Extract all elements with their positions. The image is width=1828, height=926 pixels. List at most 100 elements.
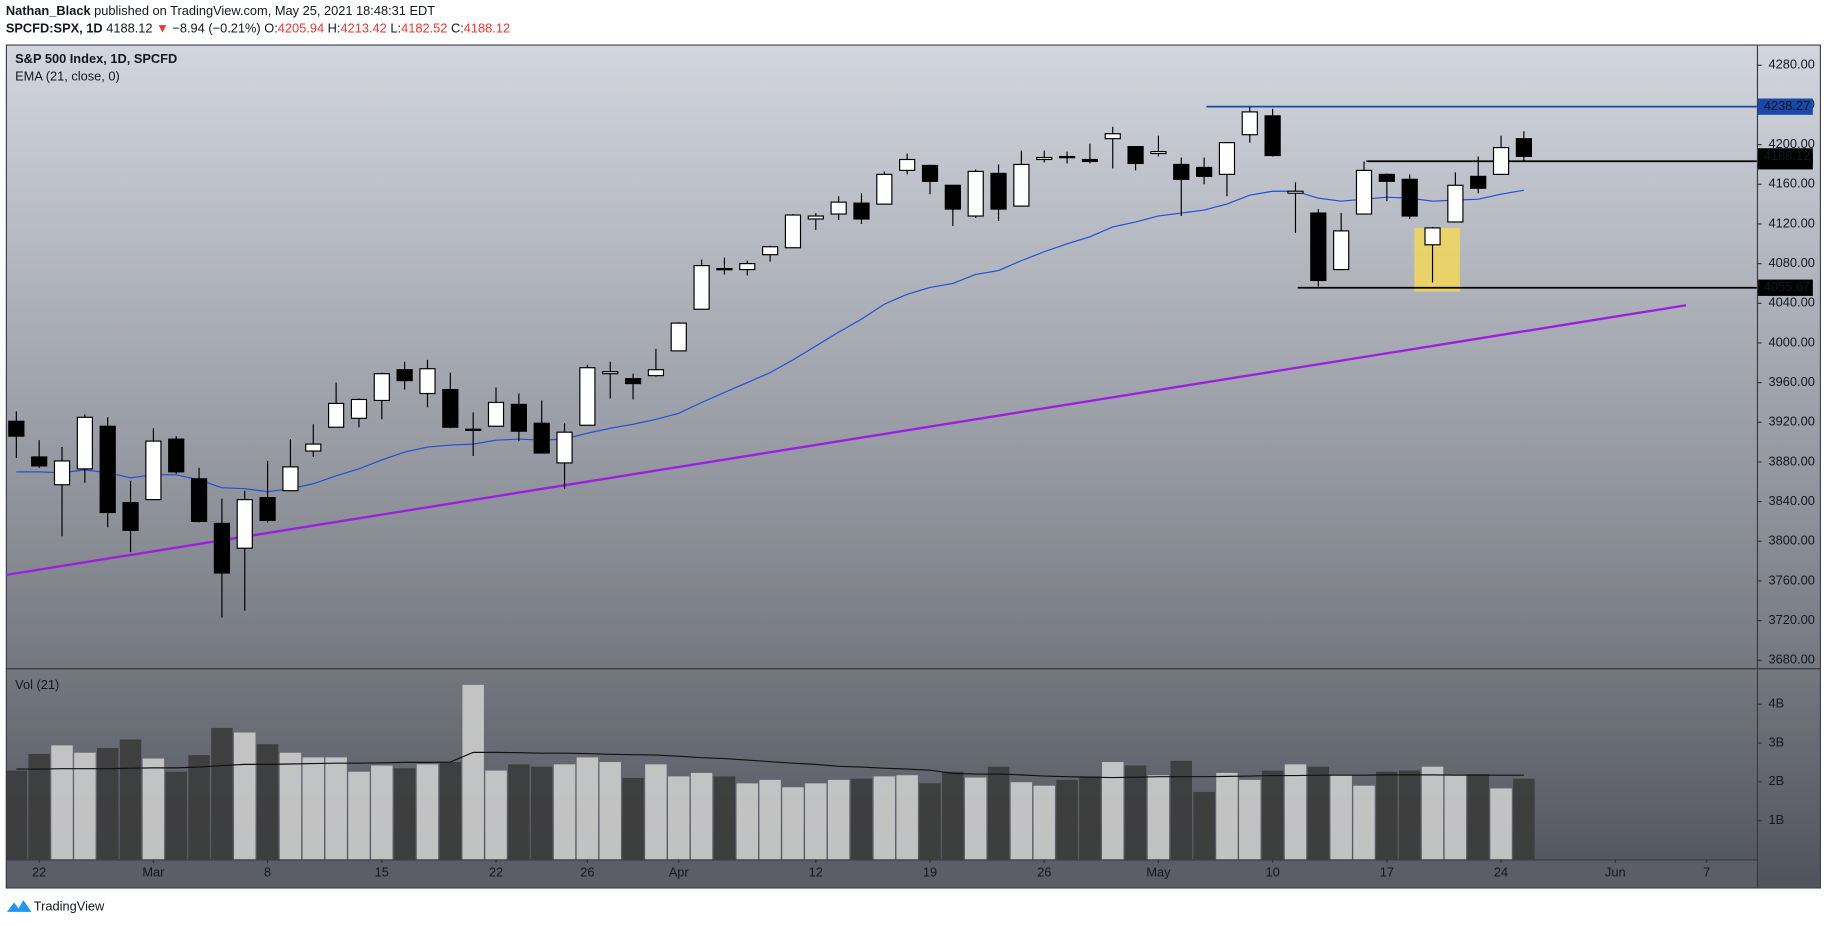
y-tick-label: 3880.00 bbox=[1769, 453, 1815, 468]
candle-body bbox=[1241, 111, 1258, 136]
candle-body bbox=[465, 428, 482, 431]
x-tick-label: Jun bbox=[1605, 865, 1626, 880]
volume-bar bbox=[325, 757, 347, 860]
o-label: O: bbox=[264, 21, 278, 36]
volume-legend: Vol (21) bbox=[15, 677, 59, 692]
y-tick-label: 4120.00 bbox=[1769, 215, 1815, 230]
volume-bar bbox=[530, 766, 553, 860]
volume-bar bbox=[942, 771, 964, 860]
x-tick-label: 24 bbox=[1494, 865, 1508, 880]
candle-body bbox=[1401, 178, 1418, 217]
l: 4182.52 bbox=[401, 21, 447, 36]
candle-body bbox=[442, 388, 459, 428]
candle-body bbox=[716, 267, 733, 271]
candle-body bbox=[739, 263, 756, 271]
volume-bar bbox=[1284, 764, 1307, 860]
candle-body bbox=[1447, 184, 1464, 223]
candle-body bbox=[967, 170, 984, 217]
x-tick-label: May bbox=[1146, 865, 1171, 880]
volume-bar bbox=[348, 771, 370, 860]
price-label-box bbox=[1758, 148, 1813, 165]
candle-body bbox=[1264, 115, 1281, 157]
volume-bar bbox=[188, 755, 210, 860]
volume-tick-label: 1B bbox=[1769, 812, 1785, 827]
y-tick-label: 3960.00 bbox=[1769, 374, 1815, 389]
trendline bbox=[5, 304, 1687, 577]
price-label: 4238.27 bbox=[1764, 98, 1810, 113]
volume-bar bbox=[165, 771, 187, 860]
candle-body bbox=[305, 443, 322, 452]
volume-bar bbox=[805, 783, 827, 860]
candle-body bbox=[190, 478, 208, 523]
published: published on TradingView.com, May 25, 20… bbox=[94, 3, 435, 18]
volume-bar bbox=[987, 766, 1010, 860]
h: 4213.42 bbox=[340, 21, 386, 36]
chart-title: S&P 500 Index, 1D, SPCFD bbox=[15, 51, 177, 66]
candle-body bbox=[1515, 138, 1533, 157]
y-tick-label: 3920.00 bbox=[1769, 414, 1815, 429]
volume-bar bbox=[1239, 779, 1261, 860]
volume-bar bbox=[736, 783, 759, 860]
y-tick-label: 3720.00 bbox=[1769, 612, 1815, 627]
volume-bar bbox=[1444, 775, 1467, 860]
candle-body bbox=[1036, 156, 1053, 161]
candle-body bbox=[853, 202, 870, 220]
time-axis bbox=[5, 860, 1757, 889]
volume-bar bbox=[827, 779, 850, 860]
volume-tick-label: 3B bbox=[1769, 734, 1785, 749]
quote-line: SPCFD:SPX, 1D 4188.12 ▼ −8.94 (−0.21%) O… bbox=[6, 21, 510, 36]
candle-body bbox=[899, 158, 916, 171]
y-tick-label: 4000.00 bbox=[1769, 334, 1815, 349]
candle-body bbox=[533, 422, 550, 454]
tradingview-logo: TradingView bbox=[6, 899, 105, 914]
chart-frame bbox=[5, 44, 1822, 889]
candle-body bbox=[602, 371, 619, 375]
y-tick-label: 4040.00 bbox=[1769, 295, 1815, 310]
candle-body bbox=[761, 246, 779, 256]
x-tick-label: 26 bbox=[580, 865, 594, 880]
brand: TradingView bbox=[34, 899, 105, 914]
volume-bar bbox=[256, 744, 279, 860]
y-tick-label: 4160.00 bbox=[1769, 176, 1815, 191]
author[interactable]: Nathan_Black bbox=[6, 3, 92, 18]
candle-body bbox=[1104, 133, 1121, 140]
x-tick-label: 12 bbox=[809, 865, 823, 880]
last: 4188.12 bbox=[106, 21, 152, 36]
volume-bar bbox=[599, 762, 621, 860]
candle-body bbox=[693, 265, 710, 310]
candle-body bbox=[1492, 147, 1510, 175]
publish-line: Nathan_Black published on TradingView.co… bbox=[6, 3, 435, 18]
volume-bar bbox=[1307, 766, 1330, 860]
candle-body bbox=[1173, 163, 1190, 180]
x-tick-label: 8 bbox=[264, 865, 271, 880]
candle-body bbox=[1310, 212, 1327, 282]
candle-body bbox=[784, 214, 802, 249]
volume-bar bbox=[234, 732, 256, 860]
candle-body bbox=[990, 172, 1007, 210]
y-tick-label: 4200.00 bbox=[1769, 136, 1815, 151]
arrow: ▼ bbox=[156, 21, 169, 36]
volume-bar bbox=[74, 752, 96, 860]
price-pane bbox=[5, 105, 1757, 618]
y-tick-label: 4280.00 bbox=[1769, 57, 1815, 72]
y-tick-label: 3760.00 bbox=[1769, 572, 1815, 587]
x-tick-label: 26 bbox=[1037, 865, 1051, 880]
candle-body bbox=[1287, 190, 1304, 194]
volume-bar bbox=[5, 770, 28, 860]
volume-ma bbox=[16, 751, 1524, 779]
candle-body bbox=[1424, 227, 1441, 246]
volume-bar bbox=[119, 739, 142, 860]
x-tick-label: 17 bbox=[1380, 865, 1394, 880]
c-label: C: bbox=[451, 21, 464, 36]
candle-body bbox=[1355, 169, 1373, 215]
chart-background bbox=[5, 44, 1822, 889]
candle-body bbox=[99, 425, 116, 514]
x-tick-label: Mar bbox=[142, 865, 165, 880]
o: 4205.94 bbox=[278, 21, 324, 36]
candle-body bbox=[1333, 230, 1350, 271]
volume-bar bbox=[759, 779, 781, 860]
y-tick-label: 3680.00 bbox=[1769, 652, 1815, 667]
price-label-box bbox=[1758, 279, 1813, 296]
y-tick-label: 3800.00 bbox=[1769, 533, 1815, 548]
